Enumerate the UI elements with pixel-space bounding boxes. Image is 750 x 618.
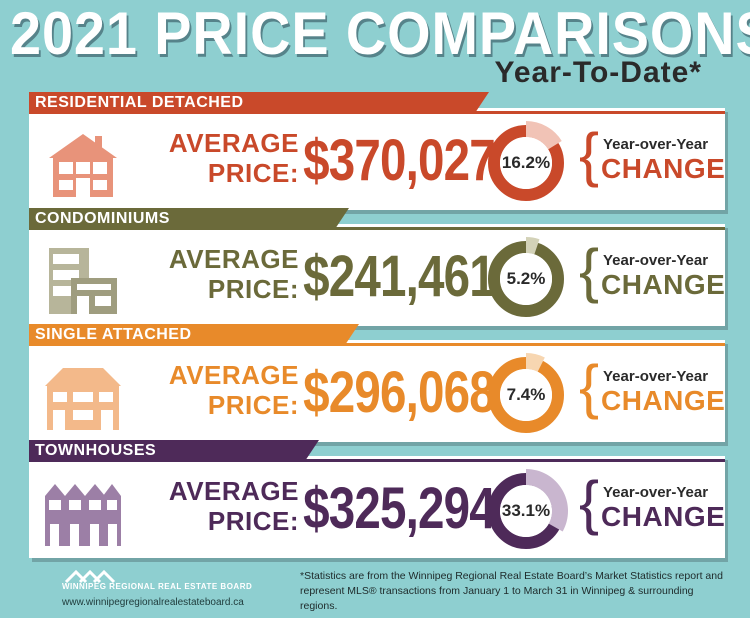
price-label: PRICE: [207,390,299,420]
average-label: AVERAGE [168,244,299,274]
brace-icon: { [579,237,600,304]
average-price-value: $325,294 [303,476,496,541]
year-over-year-label: Year-over-Year [603,136,709,153]
donut-change-wedge [526,353,545,372]
footnote-line: represent MLS® transactions from January… [300,585,694,612]
average-price-label: AVERAGE PRICE: [129,128,299,188]
change-donut [488,469,568,549]
average-price-value: $370,027 [303,128,496,193]
change-donut [488,121,564,201]
change-percent: 33.1% [501,501,551,520]
price-label: PRICE: [207,158,299,188]
price-label: PRICE: [207,274,299,304]
change-label: CHANGE [601,385,726,416]
card-heading: RESIDENTIAL DETACHED [29,92,489,113]
change-donut [488,237,564,317]
residential-detached-card: RESIDENTIAL DETACHED AVERAGE PRICE: $370… [29,108,725,210]
card-divider [29,459,725,462]
average-price-label: AVERAGE PRICE: [129,476,299,536]
donut-change-wedge [526,237,540,255]
card-heading: CONDOMINIUMS [29,208,349,229]
single-attached-card: SINGLE ATTACHED AVERAGE PRICE: $296,068 … [29,340,725,442]
change-percent: 5.2% [506,269,546,288]
brace-icon: { [579,469,600,536]
brace-icon: { [579,353,600,420]
change-label: CHANGE [601,153,726,184]
average-label: AVERAGE [168,128,299,158]
average-price-value: $296,068 [303,360,496,425]
donut-change-wedge [526,469,568,532]
house-icon [49,134,117,197]
card-heading: TOWNHOUSES [29,440,319,461]
year-over-year-label: Year-over-Year [603,484,709,501]
donut-change-wedge [526,121,562,150]
average-price-label: AVERAGE PRICE: [129,244,299,304]
brace-icon: { [579,121,600,188]
donut-center [500,253,552,305]
townhouses-card: TOWNHOUSES AVERAGE PRICE: $325,294 33.1%… [29,456,725,558]
change-percent: 7.4% [506,385,546,404]
change-label: CHANGE [601,501,726,532]
board-logo-icon [64,569,116,584]
board-url-link[interactable]: www.winnipegregionalrealestateboard.ca [62,597,244,608]
attached-house-icon [45,368,121,430]
board-name: WINNIPEG REGIONAL REAL ESTATE BOARD [62,582,253,591]
year-over-year-label: Year-over-Year [603,252,709,269]
card-divider [29,343,725,346]
card-divider [29,111,725,114]
change-label: CHANGE [601,269,726,300]
average-label: AVERAGE [168,360,299,390]
average-price-value: $241,461 [303,244,496,309]
card-divider [29,227,725,230]
townhouse-icon [45,484,121,546]
condo-building-icon [49,248,117,314]
footnote-line: *Statistics are from the Winnipeg Region… [300,570,723,582]
statistics-footnote: *Statistics are from the Winnipeg Region… [300,569,730,614]
average-price-label: AVERAGE PRICE: [129,360,299,420]
donut-center [500,369,552,421]
average-label: AVERAGE [168,476,299,506]
donut-center [500,137,552,189]
card-heading: SINGLE ATTACHED [29,324,359,345]
price-label: PRICE: [207,506,299,536]
condominiums-card: CONDOMINIUMS AVERAGE PRICE: $241,461 5.2… [29,224,725,326]
page-title: 2021 PRICE COMPARISONS [10,0,750,67]
change-percent: 16.2% [501,153,551,172]
year-over-year-label: Year-over-Year [603,368,709,385]
page-subtitle: Year-To-Date* [494,56,702,89]
donut-center [500,485,552,537]
change-donut [488,353,564,433]
